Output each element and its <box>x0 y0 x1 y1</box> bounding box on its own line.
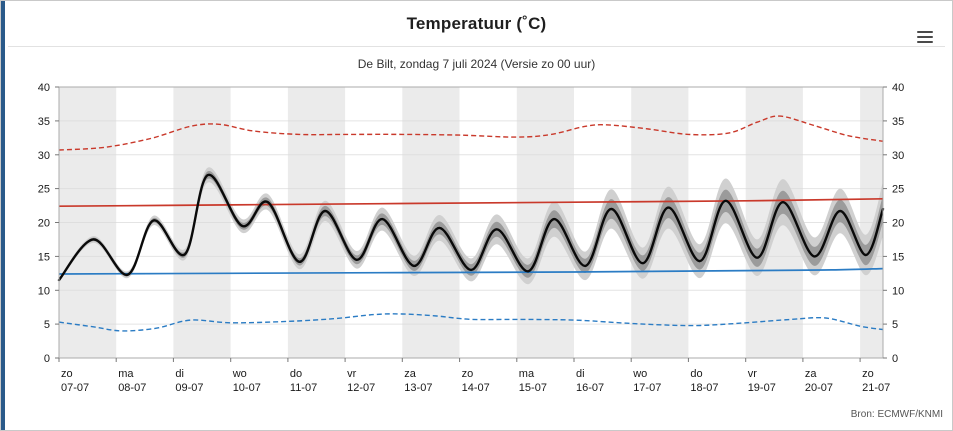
svg-text:18-07: 18-07 <box>690 382 718 394</box>
svg-text:30: 30 <box>38 150 50 162</box>
title-divider <box>8 46 945 47</box>
x-axis-labels: zo 07-07 ma 08-07 di 09-07 wo 10-07 do 11-07 vr 12-… <box>58 358 890 394</box>
svg-text:0: 0 <box>892 353 898 365</box>
svg-text:5: 5 <box>44 319 50 331</box>
svg-text:wo: wo <box>232 368 247 380</box>
svg-text:14-07: 14-07 <box>462 382 490 394</box>
svg-text:vr: vr <box>748 368 758 380</box>
uncertainty-band-outer <box>59 167 883 285</box>
y-axis-right-labels: 0 5 10 15 20 25 30 35 40 <box>883 82 904 365</box>
svg-text:08-07: 08-07 <box>118 382 146 394</box>
svg-text:do: do <box>690 368 702 380</box>
svg-text:07-07: 07-07 <box>61 382 89 394</box>
svg-text:0: 0 <box>44 353 50 365</box>
svg-text:40: 40 <box>38 82 50 94</box>
svg-text:ma: ma <box>118 368 134 380</box>
hamburger-icon <box>916 30 934 43</box>
svg-text:25: 25 <box>892 184 904 196</box>
temperature-chart: 0 5 10 15 20 25 30 35 40 0 5 10 15 20 25 30 35 40 zo 07-07 m… <box>38 82 905 394</box>
svg-text:25: 25 <box>38 184 50 196</box>
svg-text:vr: vr <box>347 368 357 380</box>
svg-text:16-07: 16-07 <box>576 382 604 394</box>
svg-text:09-07: 09-07 <box>175 382 203 394</box>
svg-text:17-07: 17-07 <box>633 382 661 394</box>
svg-text:35: 35 <box>892 116 904 128</box>
svg-text:ma: ma <box>519 368 535 380</box>
record-max-line <box>58 115 884 151</box>
svg-text:30: 30 <box>892 150 904 162</box>
record-min-line <box>58 313 884 332</box>
left-accent-bar <box>1 1 5 430</box>
svg-text:15: 15 <box>892 251 904 263</box>
climate-min-line <box>58 267 884 275</box>
svg-text:40: 40 <box>892 82 904 94</box>
uncertainty-band-inner <box>59 170 883 282</box>
svg-text:21-07: 21-07 <box>862 382 890 394</box>
svg-text:zo: zo <box>61 368 73 380</box>
chart-title: Temperatuur (˚C) <box>406 14 547 33</box>
source-attribution: Bron: ECMWF/KNMI <box>850 409 943 420</box>
ensemble-mean-line <box>57 173 885 282</box>
svg-text:20-07: 20-07 <box>805 382 833 394</box>
svg-text:20: 20 <box>38 218 50 230</box>
svg-text:10-07: 10-07 <box>233 382 261 394</box>
svg-text:za: za <box>805 368 818 380</box>
svg-text:10: 10 <box>892 285 904 297</box>
chart-subtitle: De Bilt, zondag 7 juli 2024 (Versie zo 0… <box>357 57 596 71</box>
y-axis-left-labels: 0 5 10 15 20 25 30 35 40 <box>38 82 59 365</box>
svg-text:10: 10 <box>38 285 50 297</box>
svg-text:19-07: 19-07 <box>748 382 776 394</box>
svg-text:12-07: 12-07 <box>347 382 375 394</box>
svg-text:di: di <box>576 368 585 380</box>
svg-text:do: do <box>290 368 302 380</box>
climate-max-line <box>58 197 884 208</box>
svg-text:35: 35 <box>38 116 50 128</box>
svg-text:13-07: 13-07 <box>404 382 432 394</box>
svg-text:15-07: 15-07 <box>519 382 547 394</box>
svg-text:15: 15 <box>38 251 50 263</box>
svg-text:5: 5 <box>892 319 898 331</box>
svg-text:20: 20 <box>892 218 904 230</box>
svg-text:wo: wo <box>632 368 647 380</box>
svg-text:za: za <box>404 368 417 380</box>
svg-text:di: di <box>175 368 184 380</box>
menu-button[interactable] <box>914 26 936 46</box>
svg-text:11-07: 11-07 <box>290 382 317 394</box>
svg-text:zo: zo <box>862 368 874 380</box>
svg-text:zo: zo <box>462 368 474 380</box>
